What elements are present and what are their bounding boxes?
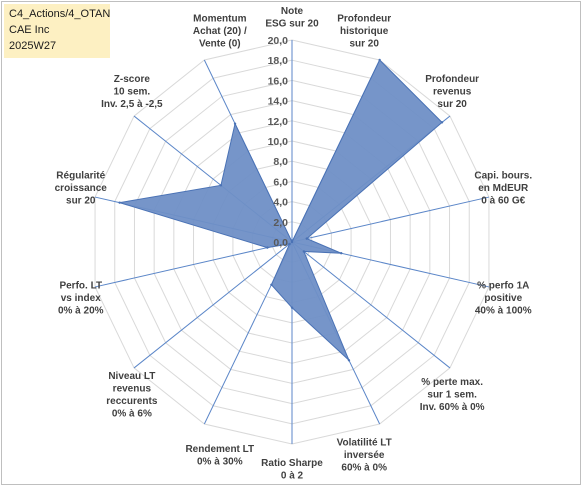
axis-label-line: historique — [340, 26, 389, 37]
axis-label-line: 0% à 6% — [112, 408, 152, 419]
axis-label: Profondeur historique sur 20 — [337, 13, 391, 49]
info-line-company: CAE Inc — [9, 24, 50, 36]
axis-label: Note ESG sur 20 — [265, 6, 319, 30]
axis-label-line: reccurents — [106, 396, 158, 407]
axis-label: Momentum Achat (20) / Vente (0) — [193, 13, 247, 49]
axis-label: % perfo 1A positive 40% à 100% — [475, 281, 532, 317]
axis-label-line: 0% à 20% — [58, 306, 104, 317]
axis-label: Perfo. LT vs index 0% à 20% — [58, 281, 104, 317]
data-point — [440, 121, 444, 124]
axis-label-line: Note — [281, 6, 304, 17]
data-point — [290, 240, 294, 244]
axis-label-line: sur 20 — [349, 38, 379, 49]
tick-label: 20,0 — [268, 35, 289, 47]
data-point — [378, 58, 381, 62]
axis-label-line: ESG sur 20 — [265, 18, 319, 29]
data-point — [290, 306, 294, 309]
axis-label-line: 0 à 2 — [281, 470, 304, 481]
data-point — [302, 250, 306, 253]
data-point — [233, 122, 237, 125]
data-point — [266, 246, 269, 249]
tick-label: 18,0 — [268, 55, 289, 67]
axis-spoke — [291, 241, 451, 369]
tick-label: 14,0 — [268, 96, 289, 108]
axis-label-line: Achat (20) / — [193, 26, 247, 37]
axis-label-line: Profondeur — [425, 74, 479, 85]
axis-label-line: inversée — [344, 450, 385, 461]
axis-label-line: Perfo. LT — [59, 281, 102, 292]
axis-label-line: en MdEUR — [478, 183, 529, 194]
axis-label: % perte max. sur 1 sem. Inv. 60% à 0% — [420, 377, 485, 413]
axis-label-line: positive — [484, 293, 522, 304]
axis-label-line: Vente (0) — [199, 38, 241, 49]
axis-label-line: 0% à 30% — [197, 456, 243, 467]
axis-label-line: 0 à 60 G€ — [481, 195, 525, 206]
axis-label-line: revenus — [433, 86, 472, 97]
data-point — [118, 201, 121, 204]
tick-label: 16,0 — [268, 75, 289, 87]
axis-spoke — [94, 241, 293, 288]
axis-label-line: 40% à 100% — [475, 306, 532, 317]
axis-label: Ratio Sharpe 0 à 2 — [261, 458, 323, 482]
tick-label: 10,0 — [268, 136, 289, 148]
axis-label-line: Rendement LT — [185, 444, 254, 455]
axis-label: Régularité croissance sur 20 — [55, 170, 108, 206]
axis-label-line: % perfo 1A — [477, 281, 529, 292]
axis-label-line: Z-score — [114, 74, 151, 85]
data-point — [305, 237, 308, 240]
data-point — [219, 184, 223, 187]
data-point — [270, 283, 273, 286]
data-point — [347, 359, 351, 362]
axis-label: Niveau LT revenus reccurents 0% à 6% — [106, 371, 158, 420]
info-box: C4_Actions/4_OTAN CAE Inc 2025W27 — [4, 4, 110, 58]
axis-label-line: Volatilité LT — [337, 438, 392, 449]
axis-label-line: sur 20 — [437, 99, 467, 110]
tick-label: 0,0 — [273, 237, 288, 249]
axis-label-line: vs index — [61, 293, 101, 304]
axis-label-line: revenus — [113, 383, 152, 394]
axis-label-line: 60% à 0% — [341, 463, 387, 474]
axis-label: Profondeur revenus sur 20 — [425, 74, 479, 110]
axis-label-line: sur 20 — [66, 195, 96, 206]
axis-label-line: Inv. 2,5 à -2,5 — [101, 99, 163, 110]
axis-label-line: Profondeur — [337, 13, 391, 24]
axis-label: Volatilité LT inversée 60% à 0% — [337, 438, 392, 474]
axis-label-line: Inv. 60% à 0% — [420, 402, 485, 413]
info-line-portfolio: C4_Actions/4_OTAN — [9, 8, 111, 20]
axis-label-line: Capi. bours. — [474, 170, 532, 181]
data-point — [288, 242, 291, 246]
tick-label: 12,0 — [268, 116, 289, 128]
axis-label-line: % perte max. — [421, 377, 483, 388]
tick-label: 4,0 — [273, 197, 288, 209]
axis-label-line: 10 sem. — [114, 86, 151, 97]
axis-label-line: Régularité — [56, 170, 105, 181]
tick-label: 2,0 — [273, 217, 288, 229]
tick-label: 8,0 — [273, 156, 288, 168]
axis-label: Rendement LT 0% à 30% — [185, 444, 254, 468]
axis-spoke — [291, 196, 490, 243]
axis-label-line: croissance — [55, 183, 108, 194]
tick-label: 6,0 — [273, 176, 288, 188]
axis-label-line: Momentum — [193, 13, 246, 24]
data-point — [340, 252, 343, 255]
axis-label-line: Ratio Sharpe — [261, 458, 323, 469]
axis-label: Capi. bours. en MdEUR 0 à 60 G€ — [474, 170, 532, 206]
axis-spoke — [133, 241, 293, 369]
axis-label-line: sur 1 sem. — [427, 390, 477, 401]
axis-label: Z-score 10 sem. Inv. 2,5 à -2,5 — [101, 74, 163, 110]
info-line-week: 2025W27 — [9, 40, 57, 52]
axis-label-line: Niveau LT — [108, 371, 155, 382]
